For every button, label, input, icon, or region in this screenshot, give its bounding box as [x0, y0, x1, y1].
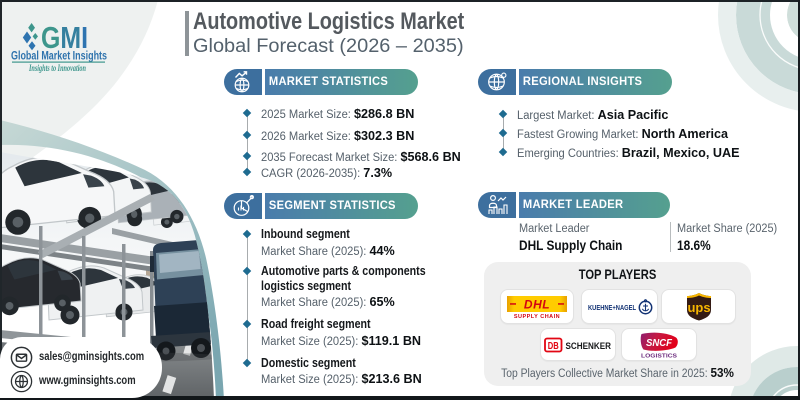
svg-text:KUEHNE+NAGEL: KUEHNE+NAGEL [588, 303, 636, 312]
svg-text:ups: ups [687, 300, 710, 315]
svg-text:Global Market Insights: Global Market Insights [11, 51, 107, 63]
svg-text:Insights to Innovation: Insights to Innovation [28, 64, 86, 74]
svg-text:SNCF: SNCF [646, 337, 673, 348]
svg-text:DHL: DHL [524, 297, 550, 311]
svg-text:SUPPLY CHAIN: SUPPLY CHAIN [514, 314, 560, 320]
svg-text:SCHENKER: SCHENKER [566, 341, 612, 352]
svg-text:LOGISTICS: LOGISTICS [641, 353, 677, 359]
svg-text:GMI: GMI [41, 20, 88, 55]
svg-text:DB: DB [548, 340, 559, 352]
